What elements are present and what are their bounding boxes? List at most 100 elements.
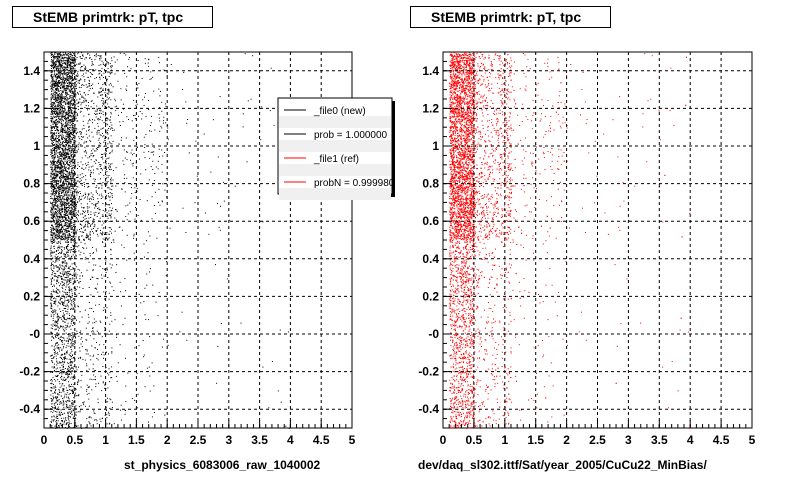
data-point bbox=[73, 298, 75, 300]
data-point bbox=[59, 221, 61, 223]
data-point bbox=[88, 90, 90, 92]
data-point bbox=[65, 310, 67, 312]
data-point bbox=[104, 184, 106, 186]
data-point bbox=[157, 168, 159, 170]
data-point bbox=[78, 166, 80, 167]
data-point bbox=[67, 207, 68, 208]
data-point bbox=[67, 58, 69, 60]
data-point bbox=[53, 69, 55, 71]
data-point bbox=[69, 89, 71, 91]
data-point bbox=[56, 141, 58, 142]
data-point bbox=[67, 414, 69, 416]
data-point bbox=[104, 384, 106, 386]
data-point bbox=[58, 76, 60, 78]
data-point bbox=[93, 410, 95, 412]
data-point bbox=[67, 196, 69, 198]
data-point bbox=[84, 67, 86, 69]
data-point bbox=[68, 144, 70, 146]
data-point bbox=[94, 419, 95, 421]
data-point bbox=[71, 225, 72, 227]
data-point bbox=[72, 251, 74, 253]
data-point bbox=[66, 156, 68, 158]
data-point bbox=[90, 225, 91, 227]
data-point bbox=[68, 363, 70, 365]
data-point bbox=[76, 113, 78, 115]
data-point bbox=[73, 249, 74, 250]
data-point bbox=[65, 212, 67, 214]
data-point bbox=[62, 320, 64, 322]
data-point bbox=[54, 165, 56, 167]
data-point bbox=[79, 281, 81, 282]
data-point bbox=[72, 120, 74, 122]
data-point bbox=[59, 347, 61, 349]
data-point bbox=[62, 192, 64, 194]
data-point bbox=[97, 125, 99, 127]
data-point bbox=[70, 185, 72, 187]
data-point bbox=[73, 181, 75, 183]
data-point bbox=[68, 157, 70, 159]
data-point bbox=[87, 122, 89, 124]
data-point bbox=[52, 201, 54, 203]
data-point bbox=[62, 128, 64, 129]
data-point bbox=[88, 316, 90, 318]
data-point bbox=[70, 119, 72, 120]
data-point bbox=[99, 56, 101, 58]
data-point bbox=[71, 79, 73, 81]
data-point bbox=[67, 178, 69, 180]
data-point bbox=[107, 124, 109, 126]
data-point bbox=[84, 98, 86, 100]
data-point bbox=[65, 69, 67, 71]
data-point bbox=[79, 98, 81, 100]
data-point bbox=[72, 354, 74, 356]
data-point bbox=[68, 124, 70, 126]
data-point bbox=[63, 186, 64, 188]
data-point bbox=[111, 242, 112, 244]
data-point bbox=[66, 65, 68, 66]
data-point bbox=[57, 52, 59, 54]
data-point bbox=[136, 190, 138, 192]
data-point bbox=[53, 279, 55, 281]
data-point bbox=[108, 298, 110, 300]
data-point bbox=[95, 56, 97, 58]
data-point bbox=[77, 131, 79, 133]
data-point bbox=[68, 218, 70, 219]
data-point bbox=[90, 224, 91, 226]
data-point bbox=[52, 63, 54, 65]
data-point bbox=[83, 239, 85, 241]
data-point bbox=[55, 141, 57, 143]
data-point bbox=[59, 151, 61, 153]
data-point bbox=[87, 387, 89, 389]
data-point bbox=[69, 218, 71, 220]
data-point bbox=[59, 99, 61, 100]
data-point bbox=[69, 318, 71, 319]
data-point bbox=[52, 171, 54, 173]
data-point bbox=[115, 209, 116, 211]
data-point bbox=[73, 239, 75, 241]
data-point bbox=[64, 420, 66, 422]
data-point bbox=[58, 399, 60, 401]
data-point bbox=[67, 412, 68, 414]
data-point bbox=[73, 376, 74, 378]
data-point bbox=[67, 185, 69, 187]
data-point bbox=[164, 414, 166, 416]
data-point bbox=[56, 416, 58, 417]
data-point bbox=[101, 154, 103, 155]
data-point bbox=[179, 331, 181, 333]
data-point bbox=[144, 386, 146, 388]
data-point bbox=[89, 255, 91, 257]
data-point bbox=[68, 55, 70, 57]
data-point bbox=[82, 211, 84, 213]
data-point bbox=[62, 404, 64, 406]
data-point bbox=[115, 185, 117, 187]
data-point bbox=[57, 225, 59, 227]
data-point bbox=[79, 286, 81, 288]
data-point bbox=[64, 96, 66, 98]
data-point bbox=[93, 311, 94, 313]
data-point bbox=[60, 403, 62, 405]
data-point bbox=[71, 128, 73, 130]
data-point bbox=[82, 84, 84, 86]
data-point bbox=[56, 190, 58, 192]
data-point bbox=[50, 136, 52, 138]
data-point bbox=[74, 92, 76, 94]
data-point bbox=[102, 241, 103, 243]
